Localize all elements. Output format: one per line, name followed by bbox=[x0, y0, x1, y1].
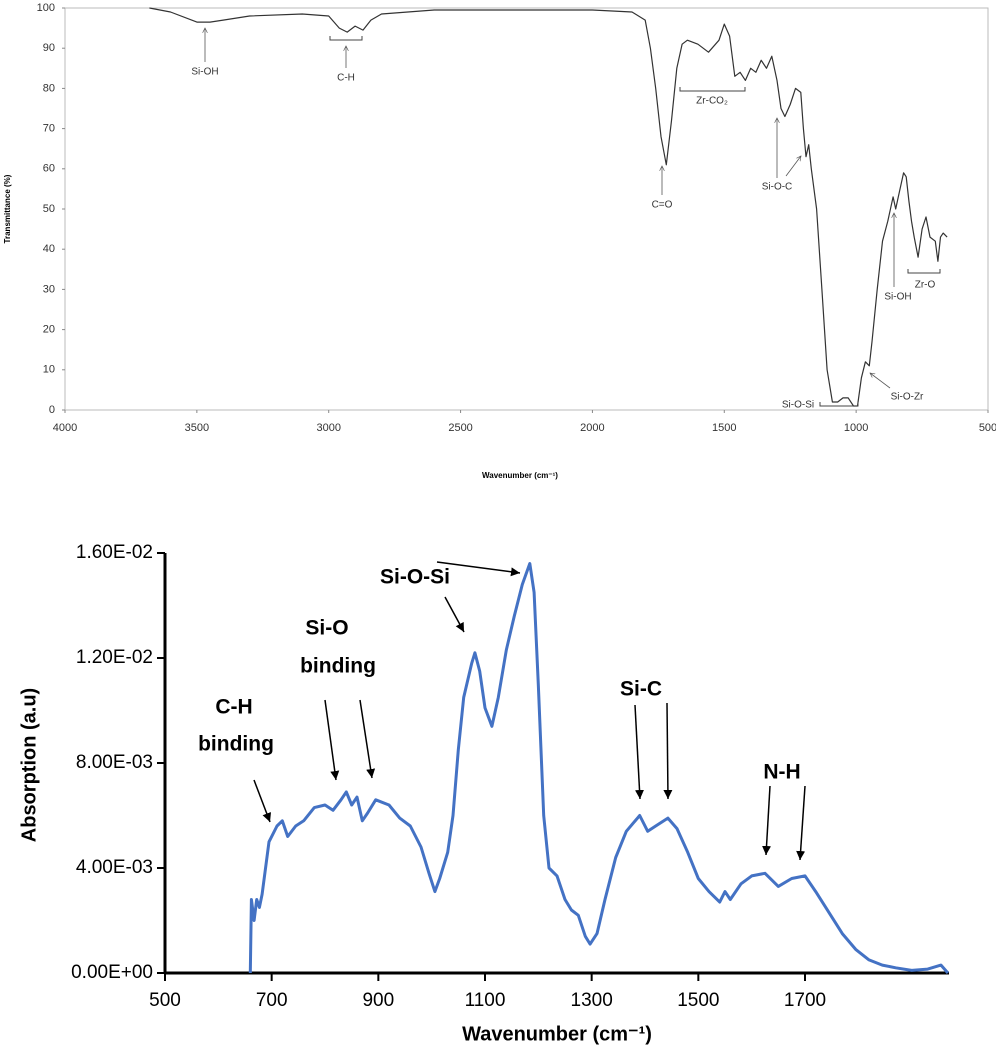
x-tick-label: 500 bbox=[979, 422, 996, 434]
annotation-bracket bbox=[819, 402, 859, 407]
annotation: Si-O bbox=[305, 617, 348, 640]
annotation: Si-C bbox=[620, 678, 662, 701]
y-tick-label: 30 bbox=[43, 283, 55, 295]
annotation: Si-O-Zr bbox=[891, 392, 924, 403]
spectrum-line bbox=[149, 7, 948, 407]
annotation: Si-OH bbox=[884, 292, 911, 303]
annotation: Zr-O bbox=[915, 280, 936, 291]
annotation-arrow bbox=[444, 596, 465, 633]
x-tick-label: 1300 bbox=[571, 990, 613, 1011]
x-tick-label: 1100 bbox=[465, 990, 506, 1011]
annotation: C-H bbox=[215, 696, 252, 719]
x-tick-label: 3000 bbox=[316, 422, 340, 434]
y-tick-label: 40 bbox=[43, 243, 55, 255]
y-tick-label: 1.60E-02 bbox=[76, 542, 153, 563]
annotation-bracket bbox=[679, 87, 746, 92]
y-tick-label: 1.20E-02 bbox=[76, 647, 153, 668]
spectrum-line bbox=[248, 562, 950, 974]
y-tick-label: 20 bbox=[43, 324, 55, 336]
x-tick-label: 700 bbox=[256, 990, 288, 1011]
y-axis-label: Absorption (a.u) bbox=[18, 688, 40, 842]
y-tick-label: 0 bbox=[49, 404, 55, 416]
x-tick-label: 1700 bbox=[784, 990, 826, 1011]
annotation-arrow bbox=[436, 561, 521, 577]
x-axis-label: Wavenumber (cm⁻¹) bbox=[462, 1023, 652, 1045]
y-tick-label: 8.00E-03 bbox=[76, 752, 153, 773]
x-axis-label: Wavenumber (cm⁻¹) bbox=[482, 471, 558, 480]
annotation-arrow bbox=[785, 156, 801, 177]
annotation: Si-O-C bbox=[762, 182, 793, 193]
y-axis-label: Transmittance (%) bbox=[3, 174, 12, 243]
x-tick-label: 1500 bbox=[677, 990, 719, 1011]
x-tick-label: 1000 bbox=[844, 422, 868, 434]
annotation: C-H bbox=[337, 73, 355, 84]
y-tick-label: 60 bbox=[43, 163, 55, 175]
annotation-arrow bbox=[762, 785, 772, 856]
annotation: N-H bbox=[763, 761, 800, 784]
y-tick-label: 90 bbox=[43, 42, 55, 54]
annotation-arrow bbox=[253, 779, 272, 823]
annotation-arrow bbox=[796, 785, 806, 861]
x-tick-label: 500 bbox=[149, 990, 181, 1011]
x-tick-label: 4000 bbox=[53, 422, 77, 434]
annotation-arrow bbox=[870, 373, 891, 389]
annotation-bracket bbox=[907, 269, 941, 274]
annotation: binding bbox=[300, 655, 376, 678]
annotation-arrow bbox=[634, 704, 645, 800]
annotation: Zr-CO₂ bbox=[696, 96, 728, 107]
y-tick-label: 0.00E+00 bbox=[71, 962, 153, 983]
x-tick-label: 3500 bbox=[185, 422, 209, 434]
x-tick-label: 2500 bbox=[448, 422, 472, 434]
annotation: Si-OH bbox=[191, 67, 218, 78]
annotation-bracket bbox=[329, 36, 363, 41]
x-tick-label: 1500 bbox=[712, 422, 736, 434]
y-tick-label: 80 bbox=[43, 82, 55, 94]
y-tick-label: 70 bbox=[43, 123, 55, 135]
x-tick-label: 900 bbox=[362, 990, 394, 1011]
annotation-arrow bbox=[359, 699, 376, 779]
y-tick-label: 50 bbox=[43, 203, 55, 215]
annotation: binding bbox=[198, 733, 274, 756]
annotation: C=O bbox=[652, 200, 673, 211]
annotation: Si-O-Si bbox=[380, 566, 450, 589]
annotation: Si-O-Si bbox=[782, 400, 814, 411]
y-tick-label: 100 bbox=[37, 2, 55, 14]
annotation-arrow bbox=[324, 699, 340, 781]
x-tick-label: 2000 bbox=[580, 422, 604, 434]
annotation-arrow bbox=[663, 702, 673, 800]
y-tick-label: 10 bbox=[43, 364, 55, 376]
y-tick-label: 4.00E-03 bbox=[76, 857, 153, 878]
